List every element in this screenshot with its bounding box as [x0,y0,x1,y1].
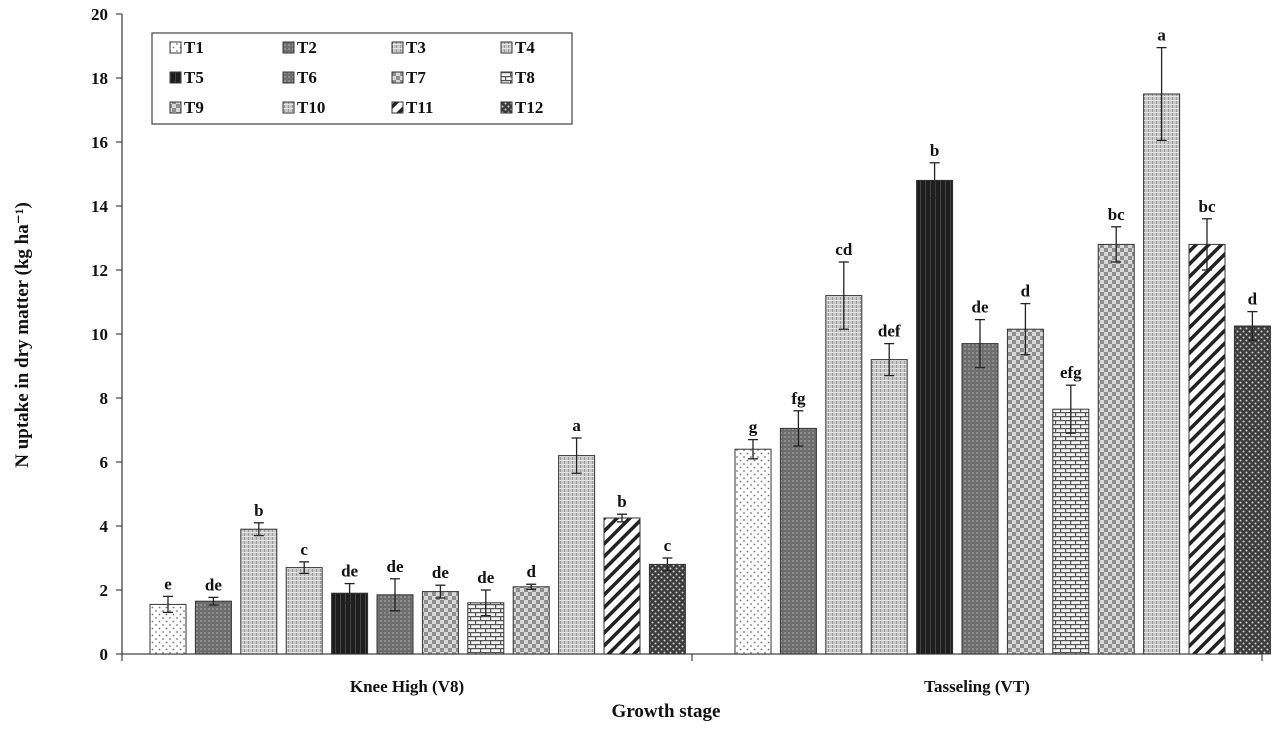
bar-t8-vt [1052,408,1090,655]
significance-letter: a [1157,26,1166,45]
legend-label-t8: T8 [515,68,535,87]
significance-letter: a [572,416,581,435]
legend-swatch-t12 [500,101,513,114]
bar-t9-vt [1097,243,1135,655]
legend-swatch-t1 [169,41,182,54]
significance-letter: de [205,575,222,594]
legend-label-t11: T11 [406,98,433,117]
bar-t4-vt [870,359,908,655]
legend-label-t12: T12 [515,98,543,117]
legend-swatch-t11 [391,101,404,114]
bar-t6-vt [961,343,999,655]
legend-swatch-t8 [500,71,513,84]
significance-letter: bc [1199,197,1216,216]
x-axis-title: Growth stage [612,701,721,722]
significance-letter: b [254,501,263,520]
y-axis-title: N uptake in dry matter (kg ha⁻¹) [12,202,33,468]
bars [149,46,1271,655]
y-tick-label: 20 [91,5,108,24]
significance-letter: cd [835,240,853,259]
legend-swatch-t2 [282,41,295,54]
legend-swatch-t5 [169,71,182,84]
significance-letter: c [300,540,308,559]
y-tick-label: 2 [100,581,109,600]
y-tick-label: 4 [100,517,109,536]
significance-letter: de [432,563,449,582]
y-tick-label: 10 [91,325,108,344]
legend: T1 T2 T3 T4 T5 T6 T7 T8 T9 T10 T11 T12 [151,32,573,125]
bar-t7-v8 [421,591,459,655]
y-tick-label: 16 [91,133,108,152]
significance-letter: e [164,574,172,593]
legend-label-t2: T2 [297,38,317,57]
significance-letter: bc [1108,205,1125,224]
bar-t11-v8 [603,517,641,655]
bar-t2-v8 [194,600,232,655]
legend-label-t10: T10 [297,98,325,117]
bar-t2-vt [779,427,817,655]
y-tick-label: 12 [91,261,108,280]
significance-letter: b [617,492,626,511]
significance-letter: g [749,418,758,437]
bar-t4-v8 [285,567,323,655]
y-tick-label: 8 [100,389,109,408]
significance-letter: d [526,562,536,581]
x-category-label: Knee High (V8) [350,677,464,696]
bar-t3-vt [825,295,863,655]
legend-label-t9: T9 [184,98,204,117]
significance-letter: de [477,568,494,587]
y-tick-label: 0 [100,645,109,664]
y-tick-label: 6 [100,453,109,472]
legend-label-t5: T5 [184,68,204,87]
bar-t3-v8 [240,528,278,655]
significance-letter: def [878,322,901,341]
x-category-label: Tasseling (VT) [924,677,1030,696]
bar-t12-v8 [648,563,686,655]
bar-t10-v8 [558,455,596,655]
significance-letter: fg [791,389,806,408]
legend-label-t6: T6 [297,68,317,87]
legend-swatch-t9 [169,101,182,114]
bar-t5-vt [916,179,954,655]
y-tick-label: 18 [91,69,108,88]
significance-letter: de [341,562,358,581]
bar-t10-vt [1143,93,1181,655]
significance-letter: d [1248,290,1258,309]
significance-letter: d [1021,282,1031,301]
bar-t9-v8 [512,586,550,655]
legend-swatch-t7 [391,71,404,84]
legend-swatch-t4 [500,41,513,54]
y-tick-label: 14 [91,197,109,216]
bar-t1-vt [734,448,772,655]
legend-label-t1: T1 [184,38,204,57]
legend-swatch-t3 [391,41,404,54]
significance-letter: de [972,298,989,317]
legend-swatch-t10 [282,101,295,114]
bar-t7-vt [1006,328,1044,655]
significance-letter: c [664,536,672,555]
legend-label-t3: T3 [406,38,426,57]
bar-t11-vt [1188,243,1226,655]
legend-swatch-t6 [282,71,295,84]
legend-label-t7: T7 [406,68,426,87]
legend-label-t4: T4 [515,38,535,57]
significance-letter: efg [1060,363,1082,382]
significance-letter: b [930,141,939,160]
significance-letter: de [387,557,404,576]
bar-t12-vt [1233,325,1271,655]
